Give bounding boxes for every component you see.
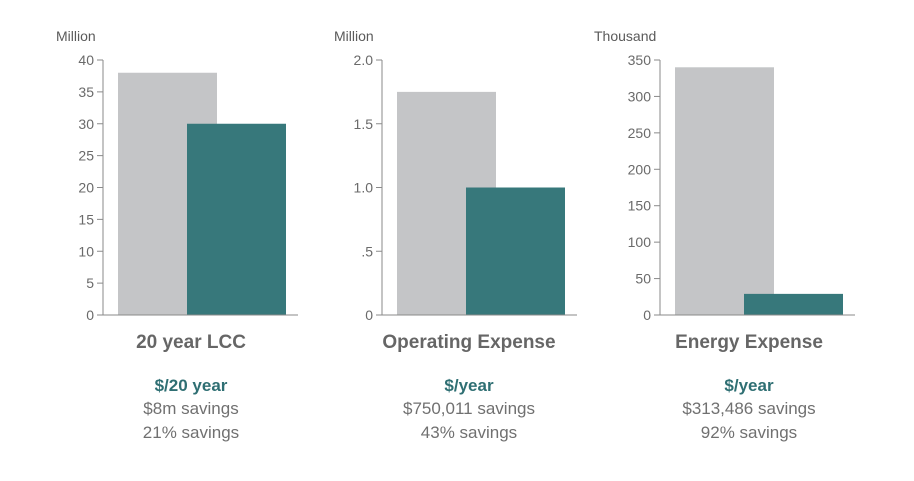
metric-lcc: $/20 year — [154, 376, 228, 395]
tick-label-lcc: 10 — [78, 243, 94, 259]
savings-percent-operating: 43% savings — [420, 423, 518, 442]
bar-energy-baseline — [675, 67, 774, 316]
tick-label-operating: 1.5 — [354, 116, 374, 132]
tick-label-operating: 0 — [365, 307, 373, 323]
tick-label-energy: 200 — [628, 161, 652, 177]
tick-label-energy: 50 — [635, 271, 651, 287]
tick-label-lcc: 30 — [78, 116, 94, 132]
tick-label-operating: 1.0 — [354, 180, 374, 196]
savings-percent-energy: 92% savings — [700, 423, 798, 442]
tick-label-energy: 250 — [628, 125, 652, 141]
tick-label-lcc: 35 — [78, 84, 94, 100]
tick-label-lcc: 5 — [86, 275, 94, 291]
metric-energy: $/year — [724, 376, 774, 395]
bar-lcc-proposed — [187, 123, 286, 315]
tick-label-lcc: 20 — [78, 180, 94, 196]
tick-label-energy: 150 — [628, 198, 652, 214]
savings-amount-operating: $750,011 savings — [402, 399, 535, 418]
unit-label-energy: Thousand — [594, 28, 656, 44]
unit-label-operating: Million — [334, 28, 374, 44]
bar-operating-proposed — [466, 187, 565, 315]
tick-label-lcc: 25 — [78, 148, 94, 164]
tick-label-lcc: 40 — [78, 52, 94, 68]
tick-label-lcc: 15 — [78, 211, 94, 227]
chart-title-energy: Energy Expense — [675, 332, 823, 353]
caption-operating: Operating Expense $/year $750,011 saving… — [339, 332, 599, 445]
tick-label-operating: .5 — [361, 243, 373, 259]
savings-amount-energy: $313,486 savings — [682, 399, 816, 418]
caption-lcc: 20 year LCC $/20 year $8m savings 21% sa… — [61, 332, 321, 445]
tick-label-lcc: 0 — [86, 307, 94, 323]
chart-title-operating: Operating Expense — [382, 332, 556, 353]
savings-amount-lcc: $8m savings — [143, 399, 239, 418]
chart-title-lcc: 20 year LCC — [136, 332, 246, 353]
tick-label-operating: 2.0 — [354, 52, 374, 68]
unit-label-lcc: Million — [56, 28, 96, 44]
caption-energy: Energy Expense $/year $313,486 savings 9… — [619, 332, 879, 445]
savings-percent-lcc: 21% savings — [142, 423, 240, 442]
metric-operating: $/year — [444, 376, 494, 395]
tick-label-energy: 350 — [628, 52, 652, 68]
bar-energy-proposed — [744, 293, 843, 315]
tick-label-energy: 100 — [628, 234, 652, 250]
tick-label-energy: 0 — [643, 307, 651, 323]
tick-label-energy: 300 — [628, 88, 652, 104]
